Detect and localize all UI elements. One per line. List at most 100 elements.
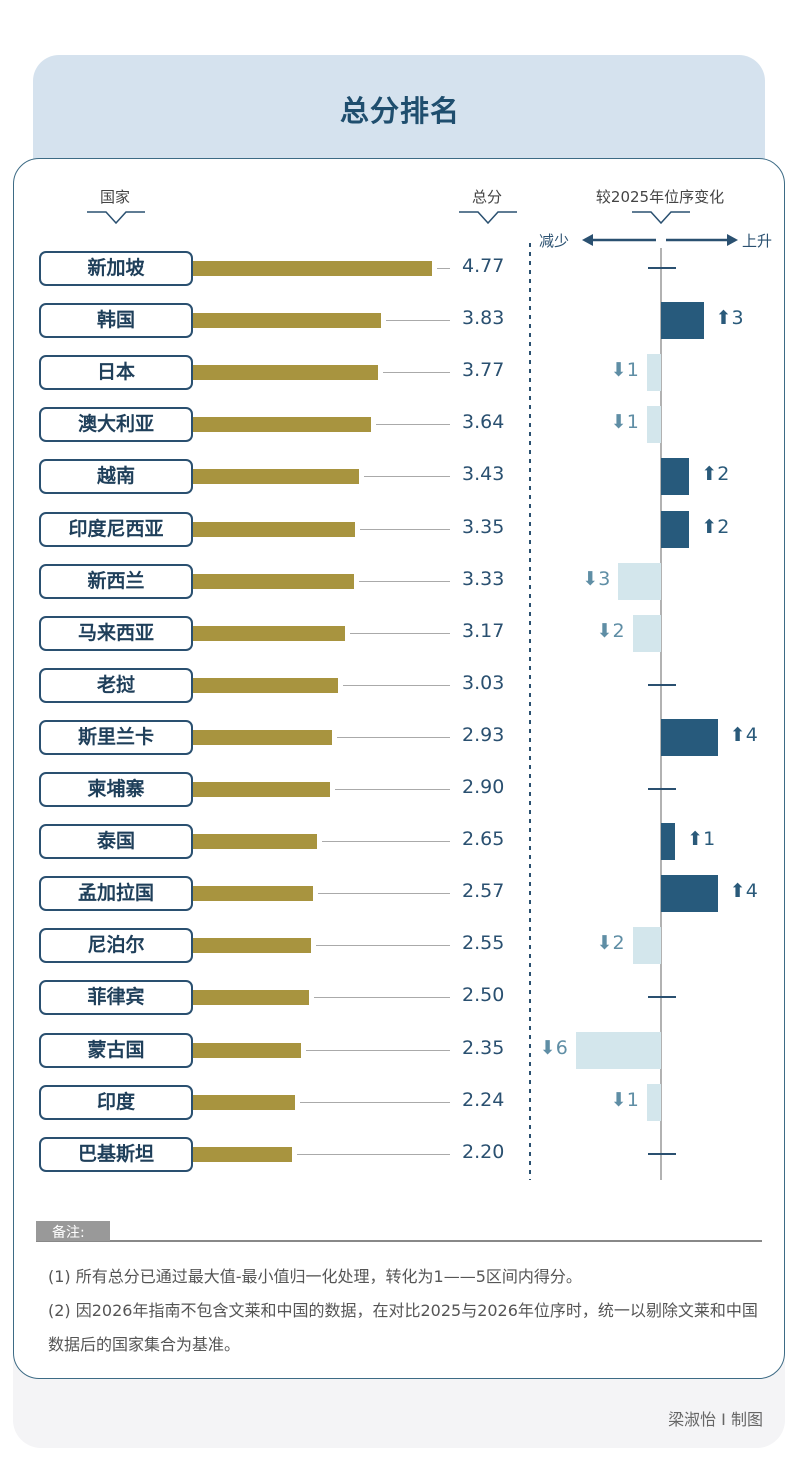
country-label: 菲律宾: [39, 980, 193, 1016]
rank-change-label: ⬆2: [701, 515, 730, 538]
rank-down-bar: [632, 927, 661, 965]
score-value: 3.03: [462, 671, 505, 694]
header-pointer: [87, 211, 145, 225]
rank-change-label: ⬇3: [582, 567, 611, 590]
score-value: 3.17: [462, 619, 505, 642]
direction-arrow: [582, 234, 738, 246]
country-label: 巴基斯坦: [39, 1136, 193, 1172]
leader-line: [316, 945, 450, 947]
rank-change-label: ⬆2: [701, 463, 730, 486]
rank-change-label: ⬇6: [539, 1036, 568, 1059]
rank-down-bar: [618, 562, 661, 600]
rank-change-label: ⬆3: [715, 307, 744, 330]
header-change: 较2025年位序变化: [595, 188, 725, 206]
rank-change-label: ⬆4: [729, 723, 758, 746]
header-country: 国家: [99, 188, 130, 206]
leader-line: [437, 268, 450, 269]
no-change-marker: [648, 267, 676, 269]
score-value: 2.24: [462, 1088, 505, 1111]
score-bar: [193, 625, 346, 641]
score-value: 2.55: [462, 932, 505, 955]
country-label: 日本: [39, 355, 193, 391]
notes-label: 备注:: [52, 1225, 85, 1241]
increase-label: 上升: [742, 232, 773, 250]
score-value: 2.35: [462, 1036, 505, 1059]
score-bar: [193, 834, 317, 850]
score-bar: [193, 990, 309, 1006]
score-bar: [193, 469, 360, 485]
score-bar: [193, 886, 313, 902]
rank-change-label: ⬇1: [610, 359, 639, 382]
score-value: 2.65: [462, 828, 505, 851]
rank-up-bar: [661, 510, 690, 548]
rank-change-label: ⬆4: [729, 880, 758, 903]
rank-down-bar: [646, 1083, 661, 1121]
header-pointer: [632, 211, 690, 225]
score-value: 2.93: [462, 723, 505, 746]
leader-line: [299, 1101, 450, 1103]
score-bar: [193, 729, 333, 745]
rank-change-label: ⬇1: [610, 1088, 639, 1111]
rank-down-bar: [646, 354, 661, 392]
leader-line: [321, 841, 450, 843]
leader-line: [364, 476, 450, 478]
score-value: 3.83: [462, 307, 505, 330]
leader-line: [313, 997, 450, 999]
leader-line: [342, 684, 450, 686]
score-value: 2.90: [462, 776, 505, 798]
leader-line: [335, 789, 450, 790]
country-label: 柬埔寨: [39, 772, 193, 807]
country-label: 斯里兰卡: [39, 719, 193, 755]
rank-up-bar: [661, 458, 690, 496]
no-change-marker: [648, 788, 676, 790]
rank-up-bar: [661, 302, 704, 340]
leader-line: [317, 893, 450, 895]
score-bar: [193, 313, 381, 329]
notes-body: (1) 所有总分已通过最大值-最小值归一化处理，转化为1——5区间内得分。 (2…: [48, 1260, 758, 1362]
score-value: 3.77: [462, 359, 505, 382]
country-label: 澳大利亚: [39, 407, 193, 443]
country-label: 泰国: [39, 824, 193, 860]
rank-up-bar: [661, 718, 718, 756]
rank-down-bar: [575, 1031, 661, 1069]
country-label: 马来西亚: [39, 615, 193, 651]
no-change-marker: [648, 996, 676, 999]
score-value: 2.20: [462, 1140, 505, 1163]
leader-line: [297, 1153, 450, 1155]
leader-line: [358, 580, 450, 582]
score-bar: [193, 261, 432, 276]
rank-change-label: ⬇2: [596, 619, 625, 642]
rank-up-bar: [661, 823, 676, 861]
score-bar: [193, 782, 331, 797]
rank-change-label: ⬆1: [687, 828, 716, 851]
score-bar: [193, 1042, 301, 1058]
note-2: (2) 因2026年指南不包含文莱和中国的数据，在对比2025与2026年位序时…: [48, 1301, 758, 1354]
country-label: 老挝: [39, 667, 193, 703]
score-bar: [193, 938, 312, 954]
rank-up-bar: [661, 875, 718, 913]
leader-line: [382, 372, 450, 374]
score-value: 2.57: [462, 880, 505, 903]
header-score: 总分: [471, 188, 502, 206]
country-label: 蒙古国: [39, 1032, 193, 1068]
rank-down-bar: [632, 614, 661, 652]
leader-line: [359, 528, 450, 530]
country-label: 孟加拉国: [39, 876, 193, 912]
leader-line: [305, 1049, 450, 1051]
score-value: 3.43: [462, 463, 505, 486]
score-bar: [193, 417, 371, 433]
decrease-label: 减少: [539, 232, 570, 250]
score-value: 3.35: [462, 515, 505, 538]
score-value: 4.77: [462, 255, 505, 277]
score-bar: [193, 365, 378, 381]
country-label: 尼泊尔: [39, 928, 193, 964]
rank-down-bar: [646, 406, 661, 444]
country-label: 韩国: [39, 303, 193, 339]
score-value: 3.64: [462, 411, 505, 434]
page-title: 总分排名: [339, 94, 460, 128]
rank-change-label: ⬇1: [610, 411, 639, 434]
score-bar: [193, 521, 355, 537]
country-label: 印度尼西亚: [39, 511, 193, 547]
leader-line: [385, 320, 450, 322]
notes-tab: [36, 1221, 110, 1241]
